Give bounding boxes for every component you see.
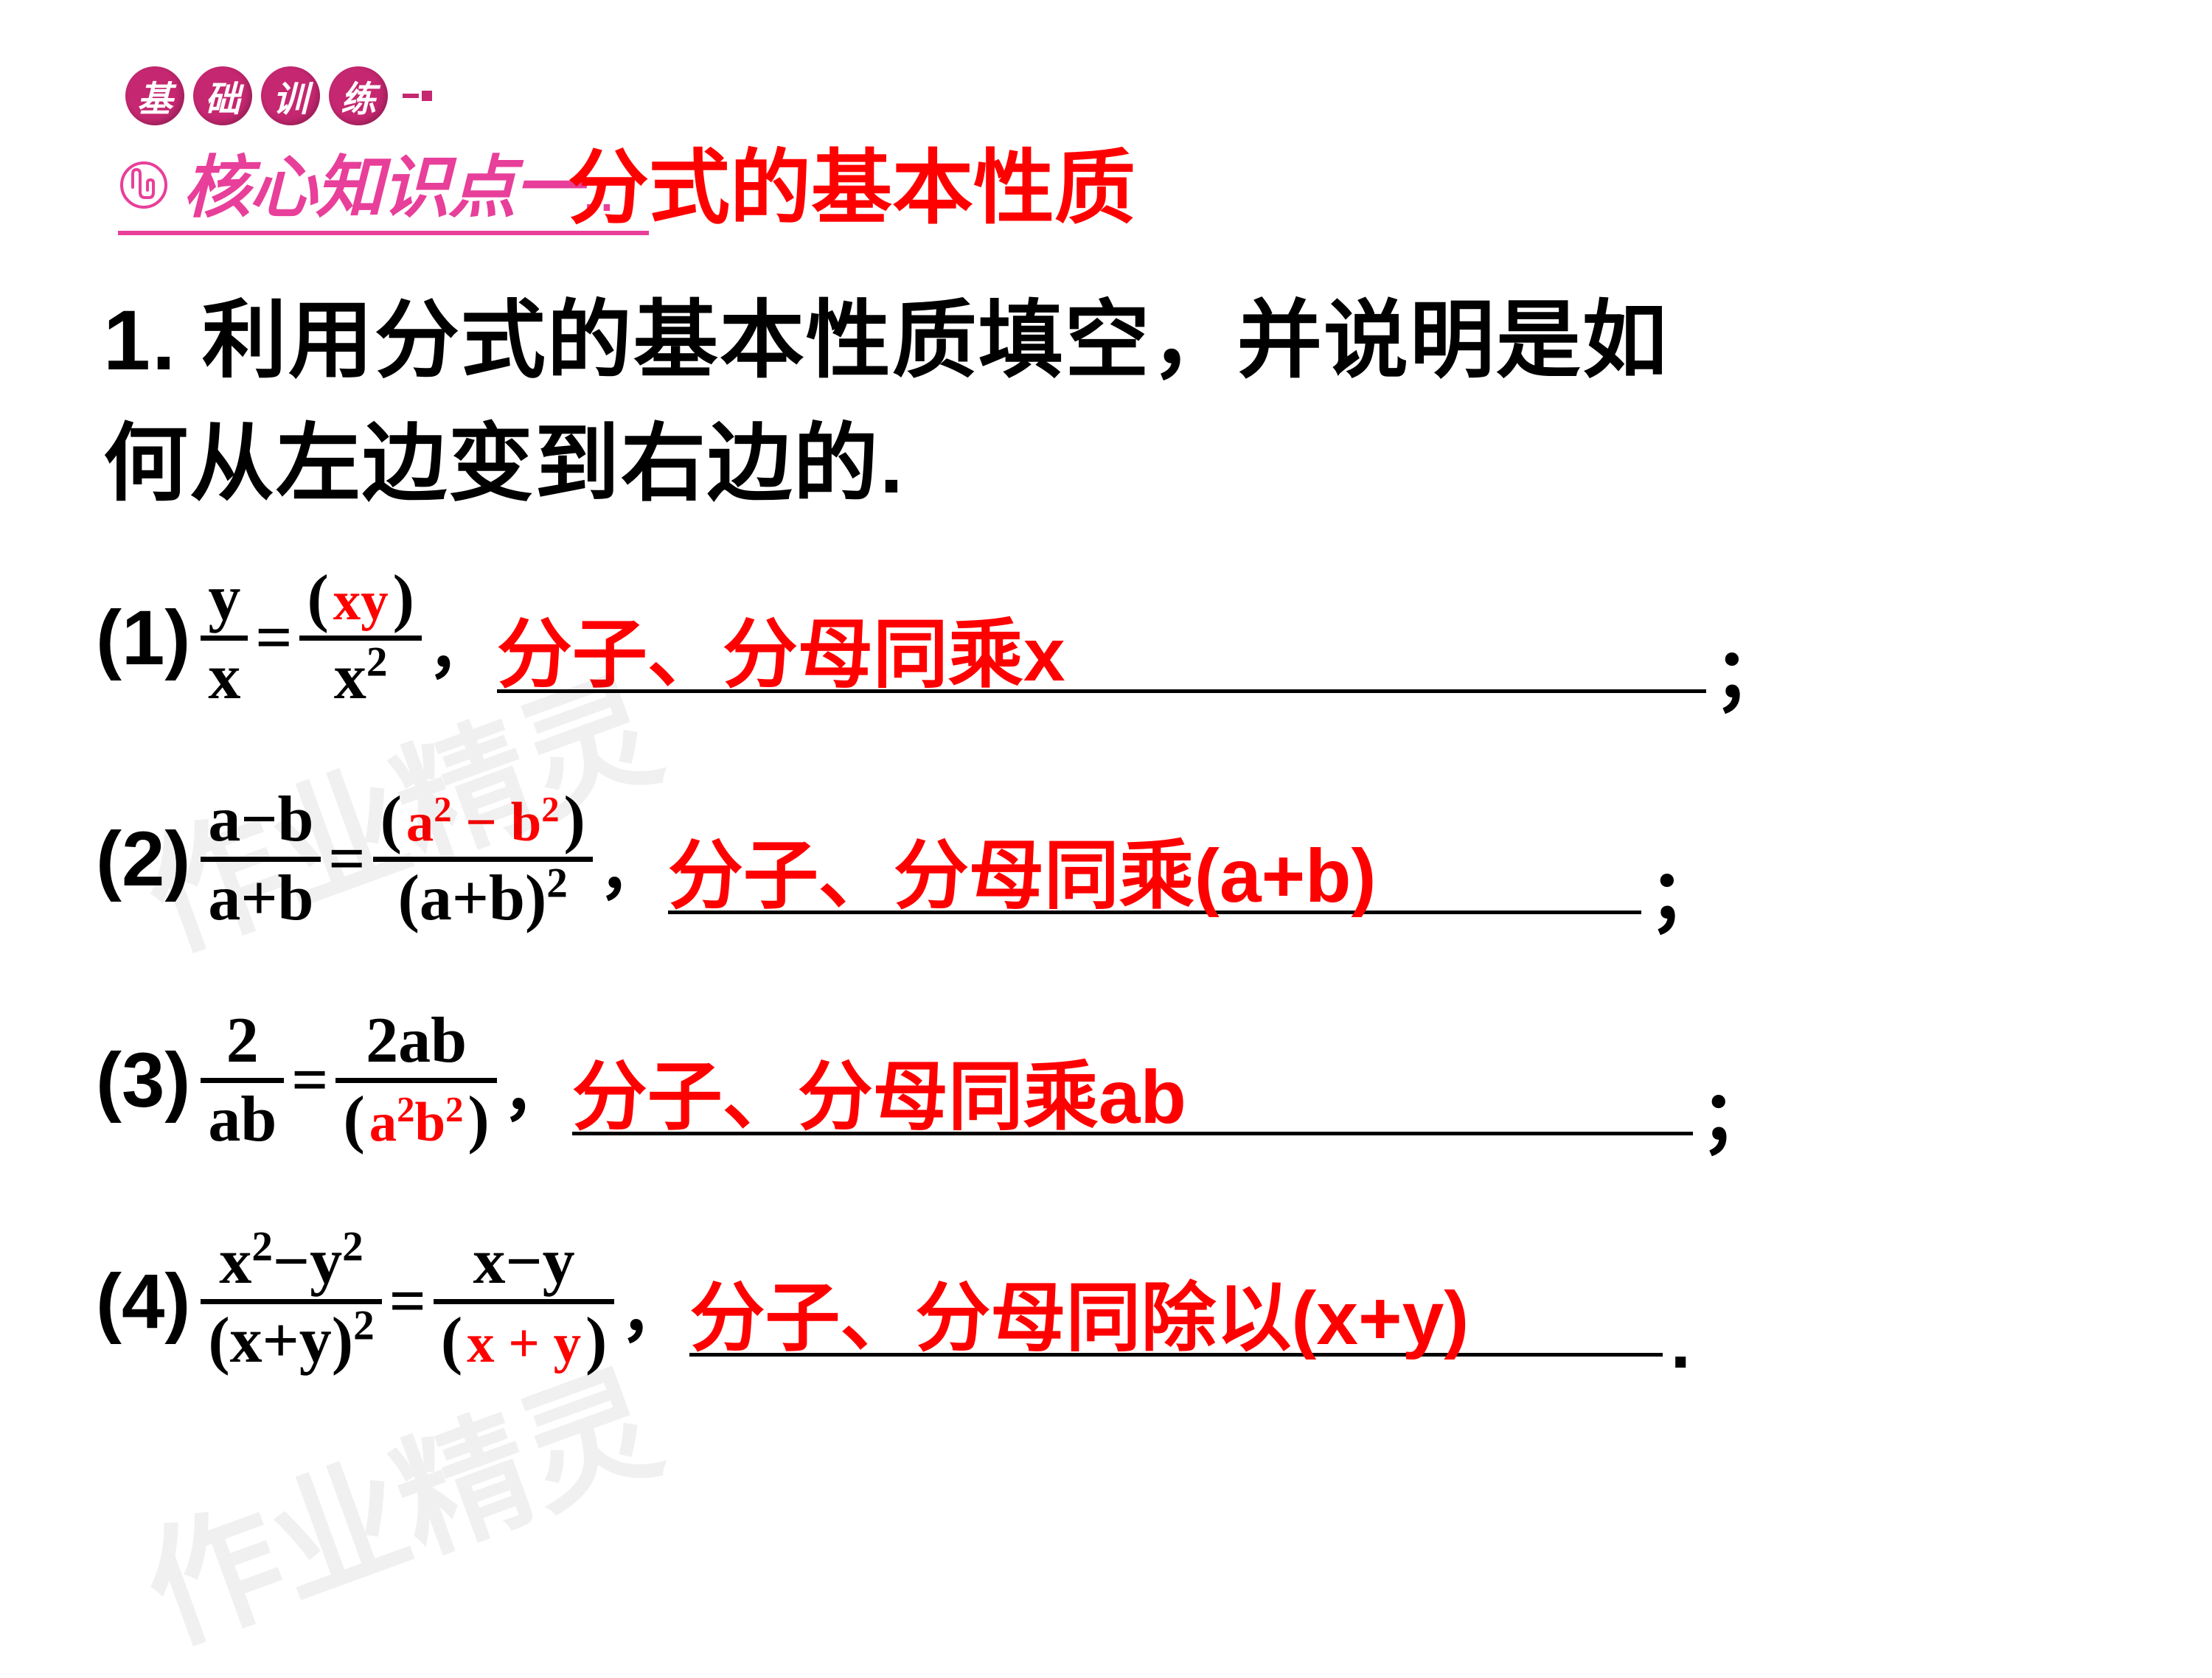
topic-title: 分式的基本性质: [568, 122, 1135, 240]
math-expression: y x = (xy) x2 ，: [196, 565, 497, 712]
fill-answer: a2b2: [365, 1092, 468, 1153]
punct: ；: [1649, 836, 1722, 943]
punct: ；: [1714, 615, 1787, 722]
item-1: (1) y x = (xy) x2 ， 分子、分母同乘x: [96, 539, 2116, 738]
badge-tail-icon: [403, 66, 432, 125]
fraction-numerator: 2: [219, 1007, 266, 1075]
answer-text: 分子、分母同除以(x+y): [689, 1258, 1469, 1366]
answer-text: 分子、分母同乘(a+b): [668, 815, 1377, 924]
slide: 基 础 训 练 核心知识点一 .. 分式的基本性质 1. 利用分式的基本性质填空…: [0, 0, 2212, 1468]
answer-blank: 分子、分母同乘x: [497, 583, 1706, 693]
item-4: (4) x2−y2 (x+y)2 = x−y (x + y) ，: [96, 1202, 2116, 1402]
math-expression: 2 ab = 2ab (a2b2) ，: [196, 1007, 571, 1155]
answer-blank: 分子、分母同乘(a+b): [668, 804, 1641, 914]
item-number: (4): [96, 1258, 190, 1346]
punct: .: [1670, 1301, 1691, 1385]
fraction-numerator: (xy): [299, 565, 421, 633]
fraction-denominator: x2: [327, 644, 395, 711]
math-expression: a−b a+b = (a2 − b2) (a+b)2 ，: [196, 786, 668, 933]
core-knowledge-label: 核心知识点一: [183, 133, 581, 231]
fraction-numerator: a−b: [201, 786, 321, 854]
question-text: 1. 利用分式的基本性质填空，并说明是如 何从左边变到右边的.: [103, 279, 2116, 526]
punct: ；: [1700, 1057, 1774, 1164]
fraction-numerator: x−y: [465, 1228, 582, 1296]
fraction-numerator: y: [201, 565, 248, 633]
math-expression: x2−y2 (x+y)2 = x−y (x + y) ，: [196, 1228, 689, 1376]
answer-blank: 分子、分母同除以(x+y): [689, 1247, 1663, 1357]
fraction-numerator: 2ab: [358, 1007, 474, 1075]
item-2: (2) a−b a+b = (a2 − b2) (a+b)2 ，: [96, 760, 2116, 959]
items-list: (1) y x = (xy) x2 ， 分子、分母同乘x: [96, 539, 2116, 1402]
fraction-denominator: x: [201, 644, 248, 711]
answer-text: 分子、分母同乘x: [497, 594, 1065, 703]
badge: 训: [261, 66, 320, 125]
fraction-denominator: (a2b2): [335, 1086, 496, 1154]
fill-answer: x + y: [462, 1313, 585, 1374]
answer-blank: 分子、分母同乘ab: [572, 1026, 1693, 1135]
fraction-denominator: a+b: [201, 865, 321, 933]
fill-answer: xy: [329, 571, 393, 632]
item-3: (3) 2 ab = 2ab (a2b2) ， 分子、分母同乘ab: [96, 981, 2116, 1180]
fraction-denominator: (x+y)2: [201, 1307, 381, 1375]
item-number: (1): [96, 594, 190, 683]
answer-text: 分子、分母同乘ab: [572, 1037, 1186, 1145]
question-line2: 何从左边变到右边的.: [103, 403, 2116, 526]
fraction-denominator: ab: [201, 1086, 284, 1154]
badge: 基: [125, 66, 184, 125]
question-line1: 1. 利用分式的基本性质填空，并说明是如: [103, 279, 2116, 403]
fraction-denominator: (a+b)2: [391, 865, 575, 933]
fraction-numerator: (a2 − b2): [373, 786, 593, 854]
item-number: (3): [96, 1037, 190, 1125]
fill-answer: a2 − b2: [402, 792, 564, 853]
fraction-numerator: x2−y2: [212, 1228, 370, 1296]
badge: 础: [193, 66, 252, 125]
hand-icon: [118, 159, 170, 211]
header-badges: 基 础 训 练: [125, 66, 2116, 125]
badge: 练: [329, 66, 388, 125]
fraction-denominator: (x + y): [434, 1307, 614, 1375]
item-number: (2): [96, 815, 190, 904]
